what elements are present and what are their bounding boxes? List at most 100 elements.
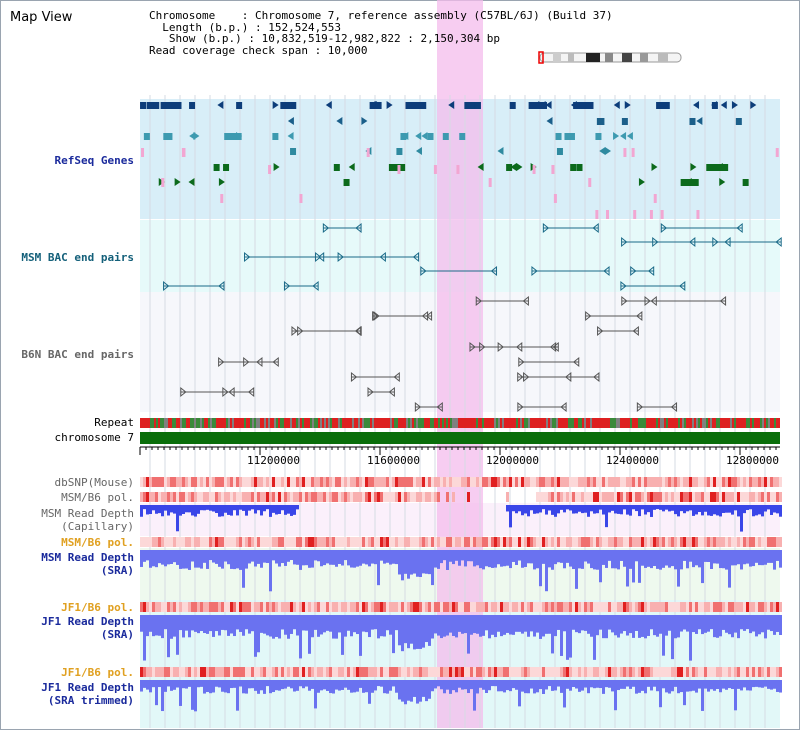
bac-end-marker [597,325,604,337]
bac-end-marker [712,236,719,248]
polymorphism-cell [440,667,443,677]
polymorphism-cell [356,537,359,547]
read-depth-bar [338,680,341,691]
repeat-segment [736,418,738,428]
polymorphism-cell [746,477,749,487]
polymorphism-cell [560,537,563,547]
read-depth-bar [635,505,638,512]
polymorphism-cell [146,537,149,547]
bac-end-marker [542,222,550,234]
polymorphism-cell [290,602,293,612]
read-depth-bar [191,615,194,631]
polymorphism-cell [281,492,284,502]
repeat-segment [774,418,776,428]
polymorphism-cell [482,537,485,547]
gene-feature [735,118,742,125]
track-label-refseq[interactable]: RefSeq Genes [54,154,134,167]
polymorphism-cell [362,492,365,502]
polymorphism-cell [596,537,599,547]
repeat-segment [142,418,144,428]
read-depth-bar [602,505,605,515]
polymorphism-cell [533,477,536,487]
read-depth-bar [755,550,758,563]
read-depth-bar [686,615,689,632]
polymorphism-cell [299,537,302,547]
polymorphism-cell [383,492,386,502]
repeat-segment [692,418,694,428]
polymorphism-cell [752,667,755,677]
repeat-segment [160,418,162,428]
repeat-segment [640,418,642,428]
read-depth-bar [698,505,701,513]
read-depth-bar [584,550,587,562]
repeat-segment [720,418,722,428]
gene-feature [528,102,547,109]
polymorphism-cell [344,537,347,547]
polymorphism-cell [659,477,662,487]
polymorphism-cell [686,602,689,612]
repeat-segment [506,418,508,428]
read-depth-bar [545,680,548,690]
repeat-segment [612,418,614,428]
polymorphism-cell [449,477,452,487]
polymorphism-cell [563,477,566,487]
polymorphism-cell [476,667,479,677]
polymorphism-cell [188,537,191,547]
read-depth-bar [299,550,302,570]
read-depth-bar [767,550,770,563]
polymorphism-cell [503,667,506,677]
polymorphism-cell [299,492,302,502]
repeat-segment [496,418,498,428]
read-depth-bar [692,680,695,691]
read-depth-bar [428,615,431,646]
read-depth-bar [323,680,326,690]
polymorphism-cell [692,477,695,487]
polymorphism-cell [254,477,257,487]
read-depth-bar [728,680,731,689]
read-depth-bar [296,505,299,510]
polymorphism-cell [407,537,410,547]
polymorphism-cell [392,537,395,547]
polymorphism-cell [242,667,245,677]
polymorphism-cell [305,537,308,547]
refseq-tick [653,194,657,203]
track-label-msm-bac[interactable]: MSM BAC end pairs [21,251,134,264]
repeat-segment [586,418,588,428]
polymorphism-cell [665,492,668,502]
read-depth-bar [494,680,497,687]
track-label-b6n-bac[interactable]: B6N BAC end pairs [21,348,134,361]
polymorphism-cell [584,537,587,547]
read-depth-bar [281,615,284,630]
bac-end-marker [420,265,427,277]
polymorphism-cell [194,477,197,487]
polymorphism-cell [704,602,707,612]
polymorphism-cell [311,537,314,547]
polymorphism-cell [779,537,782,547]
ruler-tick-label: 11200000 [247,454,300,467]
repeat-segment [416,418,418,428]
read-depth-bar [488,615,491,639]
read-depth-bar [767,615,770,630]
polymorphism-cell [542,537,545,547]
polymorphism-cell [317,667,320,677]
read-depth-bar [356,550,359,567]
read-depth-bar [710,550,713,569]
read-depth-bar [536,615,539,633]
polymorphism-cell [281,667,284,677]
polymorphism-cell [431,492,434,502]
polymorphism-cell [440,477,443,487]
polymorphism-cell [617,667,620,677]
read-depth-bar [215,550,218,564]
repeat-segment [250,418,252,428]
read-depth-bar [527,615,530,637]
repeat-segment [150,418,152,428]
polymorphism-cell [716,667,719,677]
repeat-segment [696,418,698,428]
read-depth-bar [248,550,251,564]
polymorphism-cell [578,492,581,502]
read-depth-bar [776,680,779,692]
polymorphism-cell [560,492,563,502]
read-depth-bar [380,550,383,561]
repeat-segment [752,418,754,428]
